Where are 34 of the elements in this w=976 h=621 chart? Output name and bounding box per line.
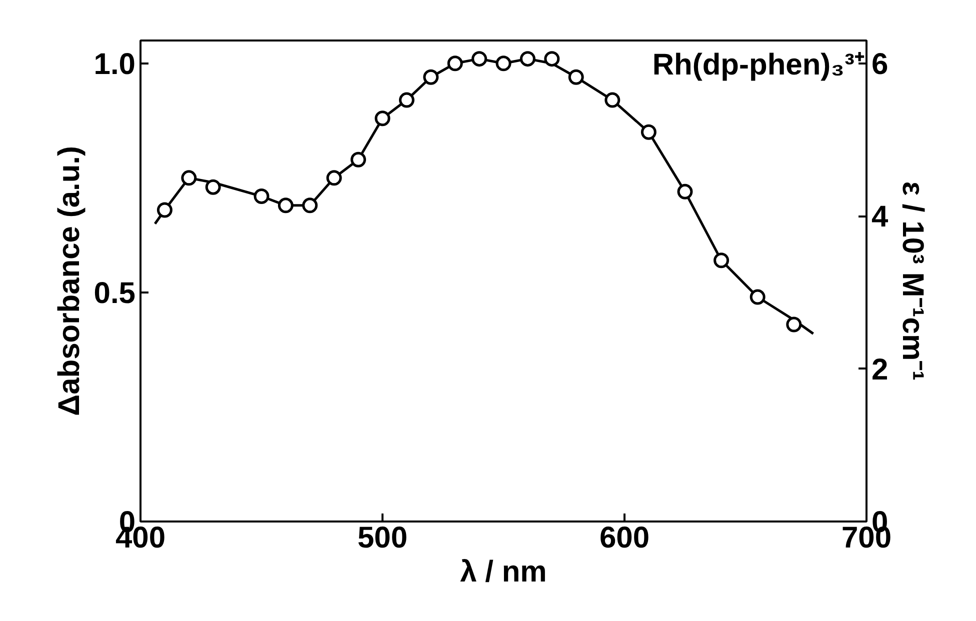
point — [423, 69, 439, 85]
point — [278, 198, 294, 214]
y2-tick-label: 4 — [872, 200, 888, 234]
point — [568, 69, 584, 85]
point — [677, 184, 693, 200]
y2-tick-label: 6 — [872, 48, 888, 81]
point — [604, 92, 620, 108]
point — [447, 56, 463, 72]
x-tick-label: 600 — [599, 522, 650, 554]
point — [398, 92, 414, 108]
y2-tick-label: 2 — [872, 353, 888, 386]
point — [750, 289, 766, 305]
point — [374, 110, 390, 126]
y-tick-label: 0.5 — [94, 276, 136, 310]
point — [326, 170, 342, 186]
point — [544, 51, 560, 67]
point — [254, 188, 270, 204]
point — [302, 198, 318, 214]
point — [496, 56, 512, 72]
point — [156, 202, 172, 218]
point — [640, 124, 656, 140]
x-tick-label: 500 — [357, 522, 408, 554]
y-tick-label: 1.0 — [94, 48, 136, 81]
y-axis-title: Δabsorbance (a.u.) — [52, 146, 86, 416]
annotation: Rh(dp-phen)₃³⁺ — [652, 48, 865, 82]
point — [205, 179, 221, 195]
point — [350, 152, 366, 168]
point — [181, 170, 197, 186]
y2-axis-title: ε / 10³ M⁻¹cm⁻¹ — [896, 181, 930, 381]
point — [786, 316, 802, 332]
point — [520, 51, 536, 67]
point — [472, 51, 488, 67]
point — [714, 252, 730, 268]
x-axis-title: λ / nm — [460, 556, 547, 588]
